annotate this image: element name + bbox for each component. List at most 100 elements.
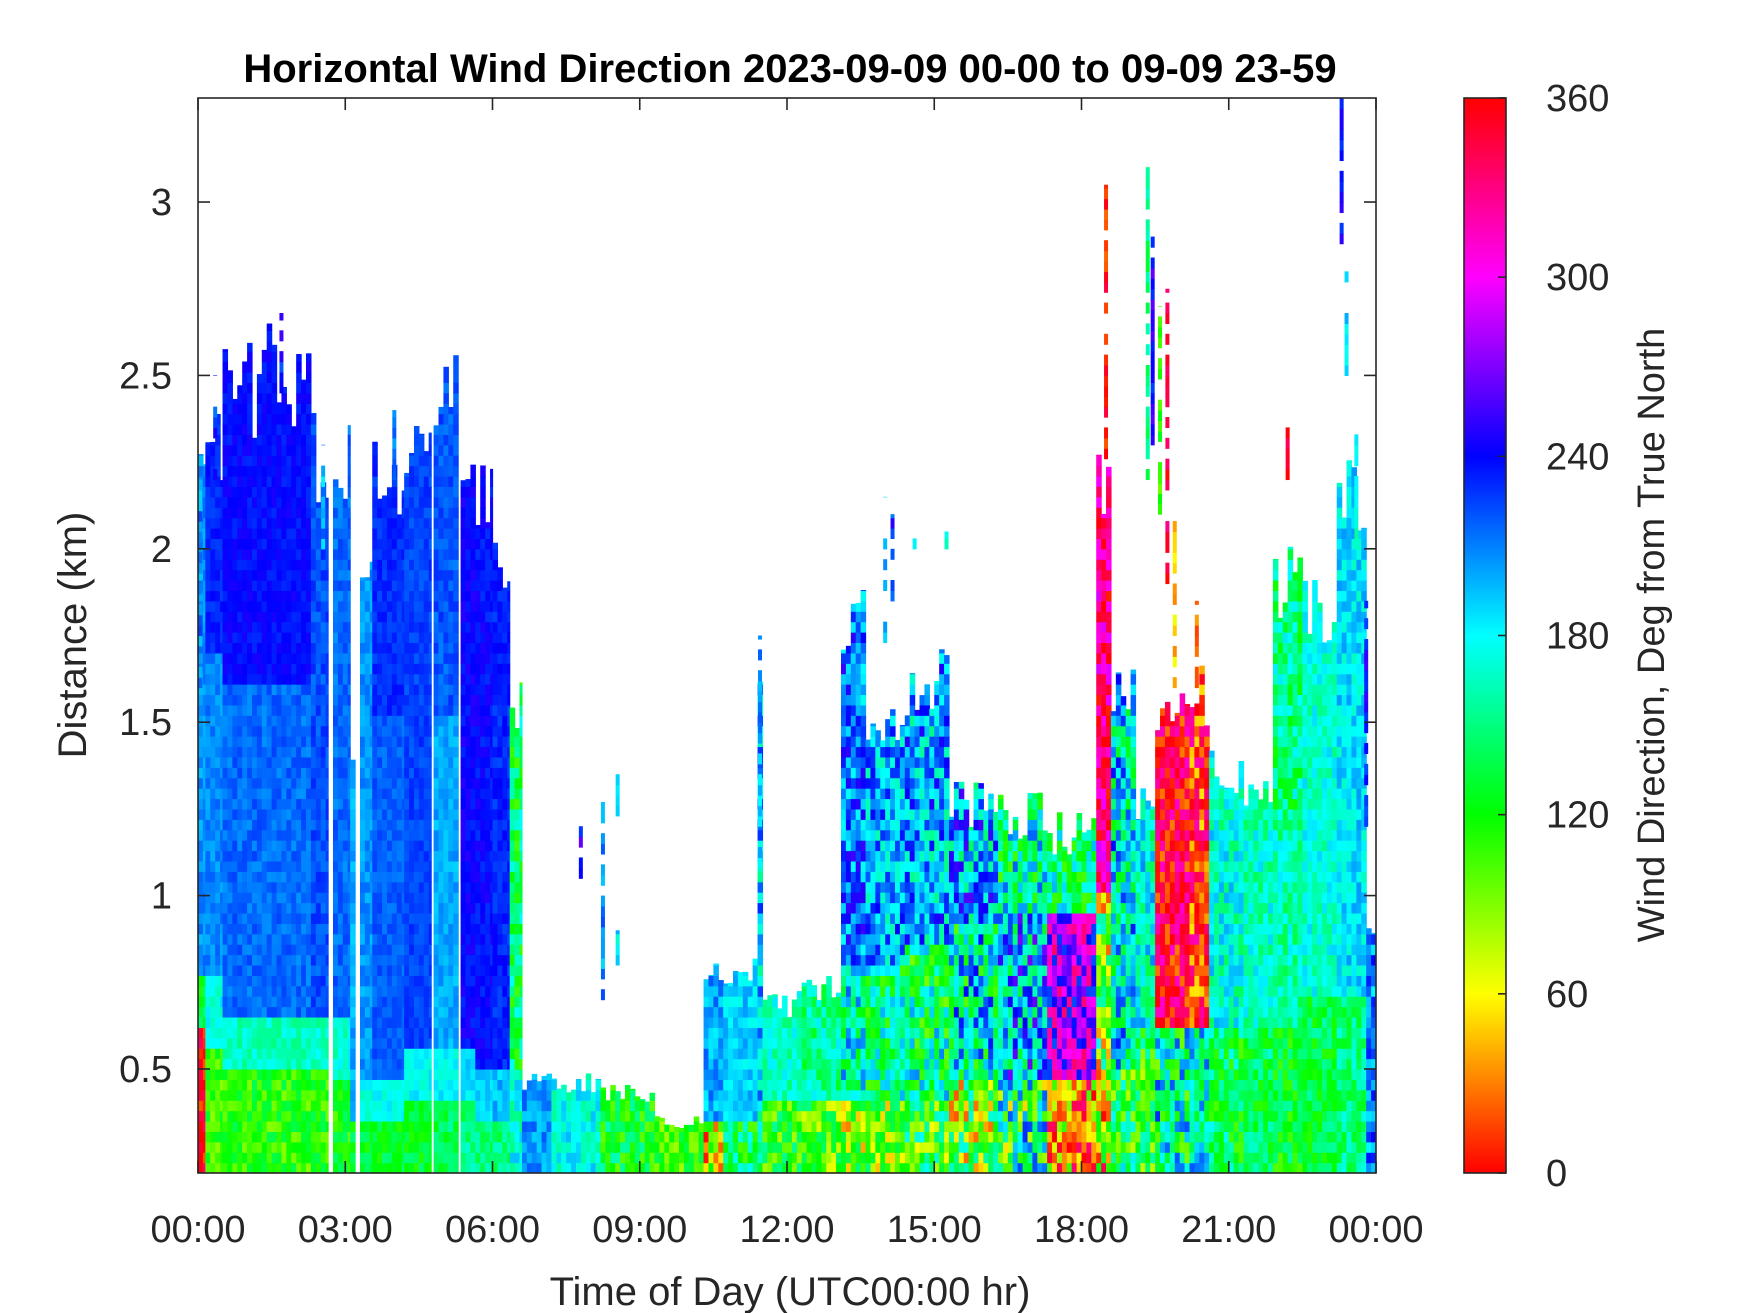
heatmap-cell	[205, 777, 211, 789]
heatmap-cell	[301, 881, 307, 893]
heatmap-cell	[428, 881, 432, 893]
heatmap-cell	[276, 1110, 283, 1122]
heatmap-cell	[347, 975, 351, 987]
heatmap-cell	[332, 663, 339, 675]
heatmap-cell	[310, 611, 317, 623]
heatmap-cell	[256, 902, 263, 914]
heatmap-cell	[301, 621, 307, 633]
heatmap-cell	[305, 808, 312, 820]
heatmap-cell	[205, 1162, 211, 1173]
heatmap-cell	[413, 1048, 420, 1060]
heatmap-cell	[418, 559, 425, 571]
heatmap-cell	[251, 673, 258, 685]
heatmap-cell	[291, 746, 297, 758]
heatmap-cell	[237, 1079, 243, 1091]
heatmap-cell	[580, 1091, 587, 1101]
heatmap-cell	[301, 1120, 307, 1132]
heatmap-cell	[261, 819, 268, 831]
heatmap-cell	[342, 1110, 349, 1122]
heatmap-cell	[703, 996, 710, 1008]
heatmap-cell	[401, 569, 405, 581]
heatmap-cell	[251, 1152, 258, 1164]
heatmap-cell	[413, 933, 420, 945]
heatmap-cell	[205, 465, 211, 477]
heatmap-cell	[485, 632, 491, 644]
heatmap-cell	[247, 767, 253, 779]
heatmap-cell	[315, 528, 322, 539]
heatmap-cell	[247, 923, 253, 935]
heatmap-cell	[305, 403, 312, 415]
heatmap-cell	[266, 1131, 273, 1143]
heatmap-cell	[404, 1141, 410, 1153]
heatmap-cell	[401, 600, 405, 612]
heatmap-cell	[551, 1162, 557, 1173]
heatmap-cell	[205, 1068, 211, 1080]
heatmap-cell	[301, 725, 307, 737]
heatmap-cell	[215, 1027, 221, 1039]
heatmap-cell	[521, 1120, 528, 1132]
heatmap-cell	[492, 704, 499, 716]
heatmap-cell	[460, 652, 467, 664]
heatmap-cell	[210, 455, 216, 467]
heatmap-cell	[286, 538, 292, 550]
heatmap-cell	[423, 1079, 430, 1091]
heatmap-cell	[546, 1110, 552, 1122]
heatmap-cell	[291, 569, 297, 581]
heatmap-cell	[409, 944, 415, 956]
heatmap-cell	[413, 694, 420, 706]
heatmap-cell	[222, 663, 229, 675]
heatmap-cell	[433, 496, 440, 508]
heatmap-cell	[497, 1110, 503, 1122]
heatmap-cell	[465, 746, 472, 758]
heatmap-cell	[428, 704, 432, 716]
heatmap-cell	[377, 746, 383, 758]
heatmap-cell	[247, 860, 253, 872]
heatmap-cell	[242, 1016, 248, 1028]
heatmap-cell	[325, 923, 329, 935]
heatmap-cell	[433, 777, 440, 789]
heatmap-cell	[202, 590, 206, 602]
heatmap-cell	[276, 652, 283, 664]
heatmap-cell	[325, 1058, 329, 1070]
heatmap-cell	[271, 725, 278, 737]
heatmap-cell	[610, 1152, 616, 1164]
heatmap-cell	[391, 1162, 398, 1173]
heatmap-cell	[413, 1120, 420, 1132]
heatmap-cell	[256, 819, 263, 831]
heatmap-cell	[251, 808, 258, 820]
heatmap-cell	[404, 559, 410, 571]
heatmap-cell	[401, 892, 405, 904]
heatmap-cell	[256, 892, 263, 904]
heatmap-cell	[364, 580, 371, 592]
heatmap-cell	[413, 580, 420, 592]
heatmap-cell	[332, 860, 339, 872]
heatmap-cell	[654, 1131, 660, 1143]
heatmap-cell	[566, 1100, 572, 1112]
heatmap-cell	[281, 871, 287, 883]
heatmap-cell	[485, 684, 491, 696]
heatmap-cell	[391, 1037, 398, 1049]
heatmap-cell	[460, 912, 467, 924]
heatmap-cell	[232, 788, 238, 800]
heatmap-cell	[443, 673, 449, 685]
heatmap-cell	[369, 912, 373, 924]
heatmap-cell	[271, 361, 278, 373]
heatmap-cell	[465, 756, 472, 768]
heatmap-cell	[369, 788, 373, 800]
heatmap-cell	[305, 860, 312, 872]
heatmap-cell	[261, 756, 268, 768]
heatmap-cell	[514, 850, 521, 862]
heatmap-cell	[413, 1162, 420, 1173]
heatmap-cell	[266, 1016, 273, 1028]
heatmap-cell	[519, 1058, 523, 1070]
heatmap-cell	[301, 517, 307, 529]
heatmap-cell	[433, 569, 440, 581]
heatmap-cell	[286, 788, 292, 800]
heatmap-cell	[291, 808, 297, 820]
heatmap-cell	[227, 444, 233, 456]
heatmap-cell	[708, 1037, 714, 1049]
heatmap-cell	[703, 1089, 710, 1101]
heatmap-cell	[271, 1027, 278, 1039]
heatmap-cell	[291, 912, 297, 924]
heatmap-cell	[256, 788, 263, 800]
